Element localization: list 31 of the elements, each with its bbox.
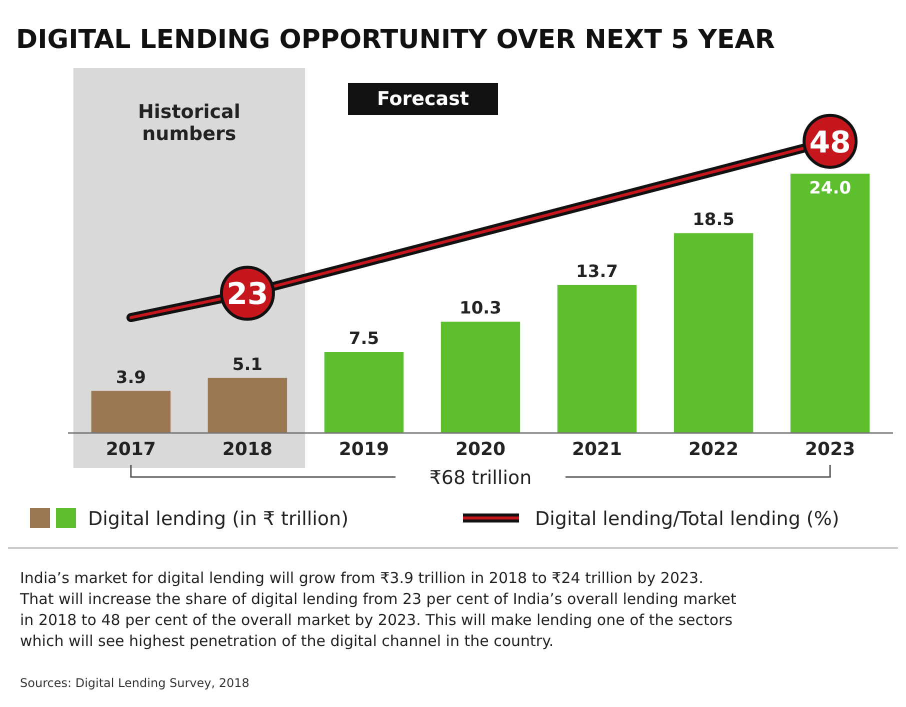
text: Forecast xyxy=(377,88,469,110)
data-label: 7.5 xyxy=(348,328,380,349)
bar xyxy=(790,174,870,433)
data-label: 5.1 xyxy=(232,354,263,375)
bar xyxy=(208,378,288,433)
x-tick-label: 2021 xyxy=(572,439,622,460)
bar xyxy=(557,285,637,433)
band-label: Historical numbers xyxy=(138,101,240,145)
x-tick-label: 2017 xyxy=(106,439,156,460)
data-label: 23 xyxy=(226,277,268,312)
data-label: 13.7 xyxy=(576,262,618,282)
bar xyxy=(674,233,754,433)
x-tick-label: 2023 xyxy=(805,439,856,460)
bar xyxy=(91,390,171,433)
text: ₹68 trillion xyxy=(429,467,532,489)
data-label: 24.0 xyxy=(809,178,852,199)
data-label: 48 xyxy=(809,125,851,160)
text: India’s market for digital lending will grow from ₹3.9 trillion in 2018 to ₹24 trillion by 2023. That will increase the share of digital lending from 23 per cent of India’s overall lending market in 2018 to 48 per cent of the overall market by 2023. This will make lending one of the sectors which will see highest penetration of the digital channel in the country. xyxy=(19,569,736,650)
x-tick-label: 2019 xyxy=(338,439,390,460)
source-note: Sources: Digital Lending Survey, 2018 xyxy=(20,676,250,690)
x-tick-label: 2018 xyxy=(222,439,273,460)
legend-label: Digital lending/Total lending (%) xyxy=(535,508,840,530)
legend-label: Digital lending (in ₹ trillion) xyxy=(88,508,349,530)
data-label: 3.9 xyxy=(116,368,146,388)
data-label: 18.5 xyxy=(692,210,735,230)
x-tick-label: 2020 xyxy=(455,439,506,460)
data-label: 10.3 xyxy=(460,298,502,319)
bar xyxy=(324,352,404,433)
x-tick-label: 2022 xyxy=(688,439,739,460)
bar xyxy=(440,322,520,433)
chart-title: DIGITAL LENDING OPPORTUNITY OVER NEXT 5 YEAR xyxy=(16,25,775,55)
